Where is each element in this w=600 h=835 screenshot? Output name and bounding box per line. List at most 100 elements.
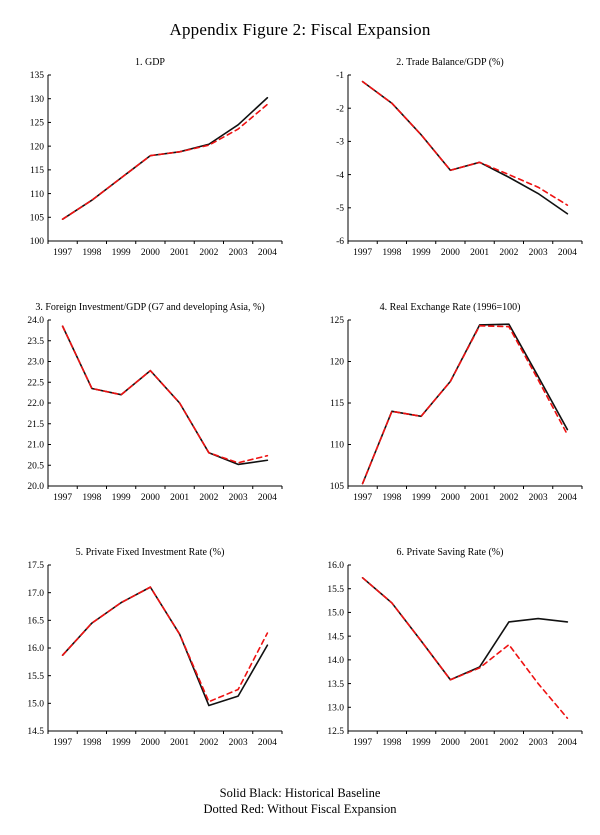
chart-title-private-fixed-investment: 5. Private Fixed Investment Rate (%) <box>75 547 225 558</box>
svg-text:-1: -1 <box>336 71 344 81</box>
chart-title-trade-balance: 2. Trade Balance/GDP (%) <box>396 57 504 68</box>
chart-real-exchange-rate: 4. Real Exchange Rate (1996=100) 105 110 1… <box>310 301 590 514</box>
svg-text:1997: 1997 <box>53 738 72 748</box>
svg-text:2003: 2003 <box>529 738 548 748</box>
svg-text:2000: 2000 <box>141 493 160 503</box>
svg-text:15.0: 15.0 <box>27 700 44 710</box>
svg-text:1997: 1997 <box>53 493 72 503</box>
svg-text:2002: 2002 <box>499 738 518 748</box>
svg-text:2000: 2000 <box>441 738 460 748</box>
svg-text:22.5: 22.5 <box>27 378 44 388</box>
svg-text:2001: 2001 <box>470 738 489 748</box>
svg-text:1998: 1998 <box>82 248 101 258</box>
chart-title-real-exchange-rate: 4. Real Exchange Rate (1996=100) <box>379 302 521 313</box>
svg-text:16.5: 16.5 <box>27 617 44 627</box>
svg-text:2003: 2003 <box>229 493 248 503</box>
svg-text:2003: 2003 <box>229 738 248 748</box>
svg-text:2001: 2001 <box>470 493 489 503</box>
svg-text:16.0: 16.0 <box>27 644 44 654</box>
svg-text:14.5: 14.5 <box>327 632 344 642</box>
figure-title: Appendix Figure 2: Fiscal Expansion <box>169 20 431 39</box>
svg-text:-6: -6 <box>336 237 344 247</box>
svg-text:20.5: 20.5 <box>27 461 44 471</box>
svg-text:13.5: 13.5 <box>327 680 344 690</box>
svg-text:2003: 2003 <box>229 248 248 258</box>
svg-text:1998: 1998 <box>382 493 401 503</box>
svg-text:-2: -2 <box>336 104 344 114</box>
svg-text:105: 105 <box>30 213 45 223</box>
chart-plot-gdp: 100 105 110 115 120 125 130 135 1997 1998 1999 2000… <box>30 71 283 258</box>
svg-text:1999: 1999 <box>112 738 131 748</box>
svg-text:1998: 1998 <box>382 738 401 748</box>
chart-plot-private-fixed-investment: 14.5 15.0 15.5 16.0 16.5 17.0 17.5 1997 1998 1999… <box>27 561 283 748</box>
svg-text:100: 100 <box>30 237 45 247</box>
svg-text:2001: 2001 <box>170 493 189 503</box>
svg-text:17.5: 17.5 <box>27 561 44 571</box>
svg-text:105: 105 <box>330 482 345 492</box>
svg-text:2000: 2000 <box>441 493 460 503</box>
svg-text:1997: 1997 <box>353 738 372 748</box>
svg-text:1999: 1999 <box>412 493 431 503</box>
svg-text:1999: 1999 <box>412 248 431 258</box>
chart-plot-private-saving: 12.5 13.0 13.5 14.0 14.5 15.0 15.5 16.0 1997 1998… <box>327 561 583 748</box>
chart-private-saving: 6. Private Saving Rate (%) 12.5 13.0 13.5 1… <box>310 546 590 759</box>
svg-text:2001: 2001 <box>170 248 189 258</box>
svg-text:120: 120 <box>30 142 45 152</box>
chart-title-foreign-investment: 3. Foreign Investment/GDP (G7 and develo… <box>35 302 265 313</box>
svg-text:2000: 2000 <box>441 248 460 258</box>
svg-text:2002: 2002 <box>499 493 518 503</box>
svg-text:21.0: 21.0 <box>27 441 44 451</box>
figure-legend: Solid Black: Historical Baseline Dotted … <box>0 785 600 817</box>
svg-text:16.0: 16.0 <box>327 561 344 571</box>
svg-text:1997: 1997 <box>353 248 372 258</box>
svg-text:15.5: 15.5 <box>327 585 344 595</box>
chart-plot-trade-balance: -6 -5 -4 -3 -2 -1 1997 1998 1999 2000 2001 2002 2003… <box>336 71 583 258</box>
svg-text:12.5: 12.5 <box>327 727 344 737</box>
svg-text:125: 125 <box>330 316 345 326</box>
svg-text:2004: 2004 <box>558 493 577 503</box>
svg-text:115: 115 <box>30 166 44 176</box>
svg-text:2000: 2000 <box>141 738 160 748</box>
svg-text:14.5: 14.5 <box>27 727 44 737</box>
svg-text:125: 125 <box>30 119 45 129</box>
svg-text:1997: 1997 <box>353 493 372 503</box>
svg-text:115: 115 <box>330 399 344 409</box>
chart-trade-balance: 2. Trade Balance/GDP (%) -6 -5 -4 -3 -2 -1 199… <box>310 56 590 269</box>
svg-text:110: 110 <box>330 441 344 451</box>
svg-text:1998: 1998 <box>382 248 401 258</box>
svg-text:2002: 2002 <box>199 248 218 258</box>
svg-text:22.0: 22.0 <box>27 399 44 409</box>
svg-text:-4: -4 <box>336 171 344 181</box>
svg-text:2004: 2004 <box>258 738 277 748</box>
chart-plot-foreign-investment: 20.0 20.5 21.0 21.5 22.0 22.5 23.0 23.5 24.0 1997… <box>27 316 283 503</box>
charts-grid: 1. GDP 100 105 110 115 120 125 130 135 1997 1998 1… <box>0 56 600 759</box>
svg-text:13.0: 13.0 <box>327 703 344 713</box>
svg-text:20.0: 20.0 <box>27 482 44 492</box>
svg-text:2002: 2002 <box>199 493 218 503</box>
chart-gdp: 1. GDP 100 105 110 115 120 125 130 135 1997 1998 1… <box>10 56 290 269</box>
svg-text:1999: 1999 <box>112 493 131 503</box>
svg-text:1999: 1999 <box>412 738 431 748</box>
legend-counterfactual-label: Dotted Red: Without Fiscal Expansion <box>203 802 397 816</box>
svg-text:110: 110 <box>30 190 44 200</box>
svg-text:130: 130 <box>30 95 45 105</box>
svg-text:-5: -5 <box>336 204 344 214</box>
svg-text:2002: 2002 <box>499 248 518 258</box>
chart-private-fixed-investment: 5. Private Fixed Investment Rate (%) 14.… <box>10 546 290 759</box>
svg-text:21.5: 21.5 <box>27 420 44 430</box>
svg-text:135: 135 <box>30 71 45 81</box>
chart-title-gdp: 1. GDP <box>134 57 165 68</box>
svg-text:-3: -3 <box>336 138 344 148</box>
svg-text:23.5: 23.5 <box>27 337 44 347</box>
svg-text:2004: 2004 <box>558 248 577 258</box>
svg-text:23.0: 23.0 <box>27 358 44 368</box>
legend-baseline-label: Solid Black: Historical Baseline <box>219 786 381 800</box>
svg-text:2001: 2001 <box>470 248 489 258</box>
svg-text:2003: 2003 <box>529 248 548 258</box>
svg-text:2000: 2000 <box>141 248 160 258</box>
svg-text:24.0: 24.0 <box>27 316 44 326</box>
svg-text:1999: 1999 <box>112 248 131 258</box>
svg-text:15.5: 15.5 <box>27 672 44 682</box>
chart-plot-real-exchange-rate: 105 110 115 120 125 1997 1998 1999 2000 2001 2002 2… <box>330 316 583 503</box>
